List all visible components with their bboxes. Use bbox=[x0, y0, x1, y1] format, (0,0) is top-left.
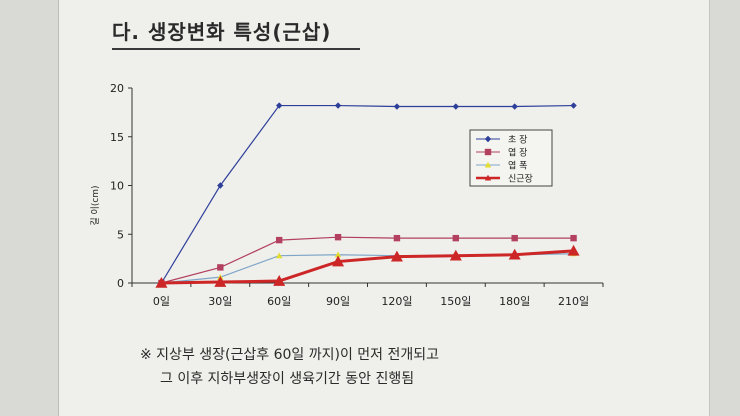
series-line bbox=[160, 104, 574, 284]
data-point bbox=[484, 161, 492, 168]
series-line bbox=[161, 236, 574, 284]
data-point bbox=[275, 236, 283, 244]
legend-label: 엽 폭 bbox=[508, 161, 527, 172]
data-point bbox=[449, 249, 462, 261]
x-tick-label: 150일 bbox=[440, 294, 471, 308]
data-point bbox=[452, 103, 460, 110]
data-point bbox=[393, 234, 401, 242]
data-point bbox=[567, 244, 580, 256]
data-point bbox=[275, 252, 283, 259]
legend-label: 신근장 bbox=[508, 174, 533, 185]
y-tick-label: 0 bbox=[117, 277, 124, 290]
data-point bbox=[217, 264, 224, 271]
y-axis-label: 길 이(cm) bbox=[90, 185, 101, 225]
data-point bbox=[275, 102, 283, 109]
data-point bbox=[484, 135, 492, 143]
y-tick-label: 15 bbox=[110, 131, 124, 144]
title-underline bbox=[112, 48, 360, 50]
data-point bbox=[273, 275, 286, 286]
x-tick-label: 30일 bbox=[208, 294, 232, 308]
document-page bbox=[58, 0, 710, 416]
x-tick-label: 60일 bbox=[267, 294, 291, 308]
data-point bbox=[334, 102, 342, 109]
data-point bbox=[334, 251, 342, 258]
data-point bbox=[570, 102, 577, 109]
data-point bbox=[393, 103, 401, 110]
data-point bbox=[511, 234, 518, 242]
x-tick-label: 180일 bbox=[499, 294, 530, 308]
series-line bbox=[161, 249, 574, 285]
x-tick-label: 90일 bbox=[326, 294, 350, 308]
y-tick-label: 10 bbox=[110, 180, 124, 193]
data-point bbox=[390, 250, 403, 262]
data-point bbox=[214, 276, 227, 287]
data-point bbox=[570, 234, 577, 242]
x-tick-label: 0일 bbox=[153, 294, 170, 308]
legend-label: 초 장 bbox=[508, 135, 527, 146]
x-tick-label: 120일 bbox=[381, 294, 412, 308]
data-point bbox=[511, 103, 518, 110]
note-line-2: 그 이후 지하부생장이 생육기간 동안 진행됨 bbox=[160, 371, 415, 387]
data-point bbox=[484, 174, 492, 181]
data-point bbox=[155, 277, 168, 288]
legend-label: 엽 장 bbox=[508, 148, 527, 159]
data-point bbox=[452, 234, 460, 242]
section-title: 다. 생장변화 특성(근삽) bbox=[112, 20, 332, 44]
data-point bbox=[484, 148, 492, 156]
x-tick-label: 210일 bbox=[558, 294, 589, 308]
y-tick-label: 20 bbox=[110, 82, 124, 95]
data-point bbox=[332, 255, 345, 267]
data-point bbox=[334, 233, 342, 241]
y-tick-label: 5 bbox=[117, 228, 124, 241]
data-point bbox=[508, 248, 521, 260]
data-point bbox=[217, 182, 224, 189]
note-line-1: ※ 지상부 생장(근삽후 60일 까지)이 먼저 전개되고 bbox=[140, 347, 440, 363]
